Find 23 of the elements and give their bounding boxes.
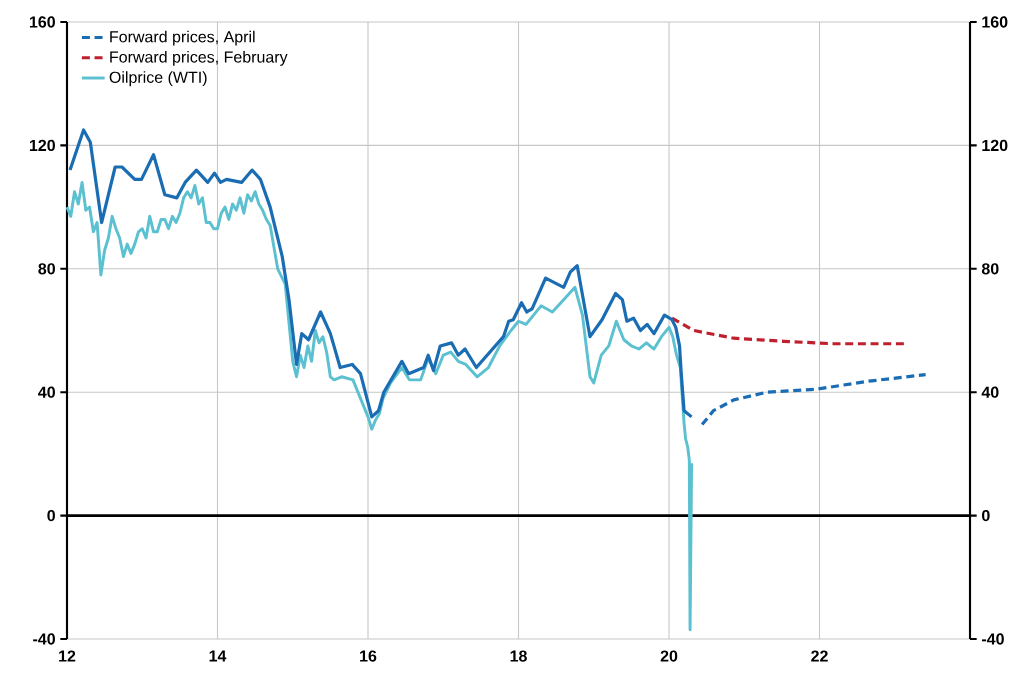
line-series — [68, 128, 694, 419]
y-tick-label: 0 — [47, 509, 55, 522]
y2-tick-label: 120 — [982, 139, 1008, 152]
legend-label: Forward prices, February — [110, 50, 288, 66]
x-tick-label: 14 — [209, 650, 227, 662]
x-tick-label: 12 — [59, 650, 76, 662]
y-tick-label: 160 — [29, 16, 55, 28]
y2-tick-label: 80 — [981, 263, 999, 275]
x-tick-label: 20 — [660, 650, 678, 662]
legend-label: Forward prices, April — [110, 30, 255, 46]
y-tick-label: 80 — [38, 263, 55, 275]
y2-tick-label: 160 — [982, 16, 1008, 28]
legend-label: Oilprice (WTI) — [109, 71, 207, 87]
y-tick-label: 120 — [29, 139, 55, 152]
x-tick-label: 18 — [510, 650, 527, 662]
x-tick-label: 16 — [360, 650, 377, 662]
y-tick-label: -40 — [33, 633, 55, 645]
y2-tick-label: 0 — [982, 509, 990, 522]
y-tick-label: 40 — [38, 386, 55, 398]
line-series — [700, 373, 928, 427]
x-tick-label: 22 — [811, 650, 828, 662]
y2-tick-label: -40 — [982, 633, 1004, 645]
y2-tick-label: 40 — [981, 386, 999, 398]
